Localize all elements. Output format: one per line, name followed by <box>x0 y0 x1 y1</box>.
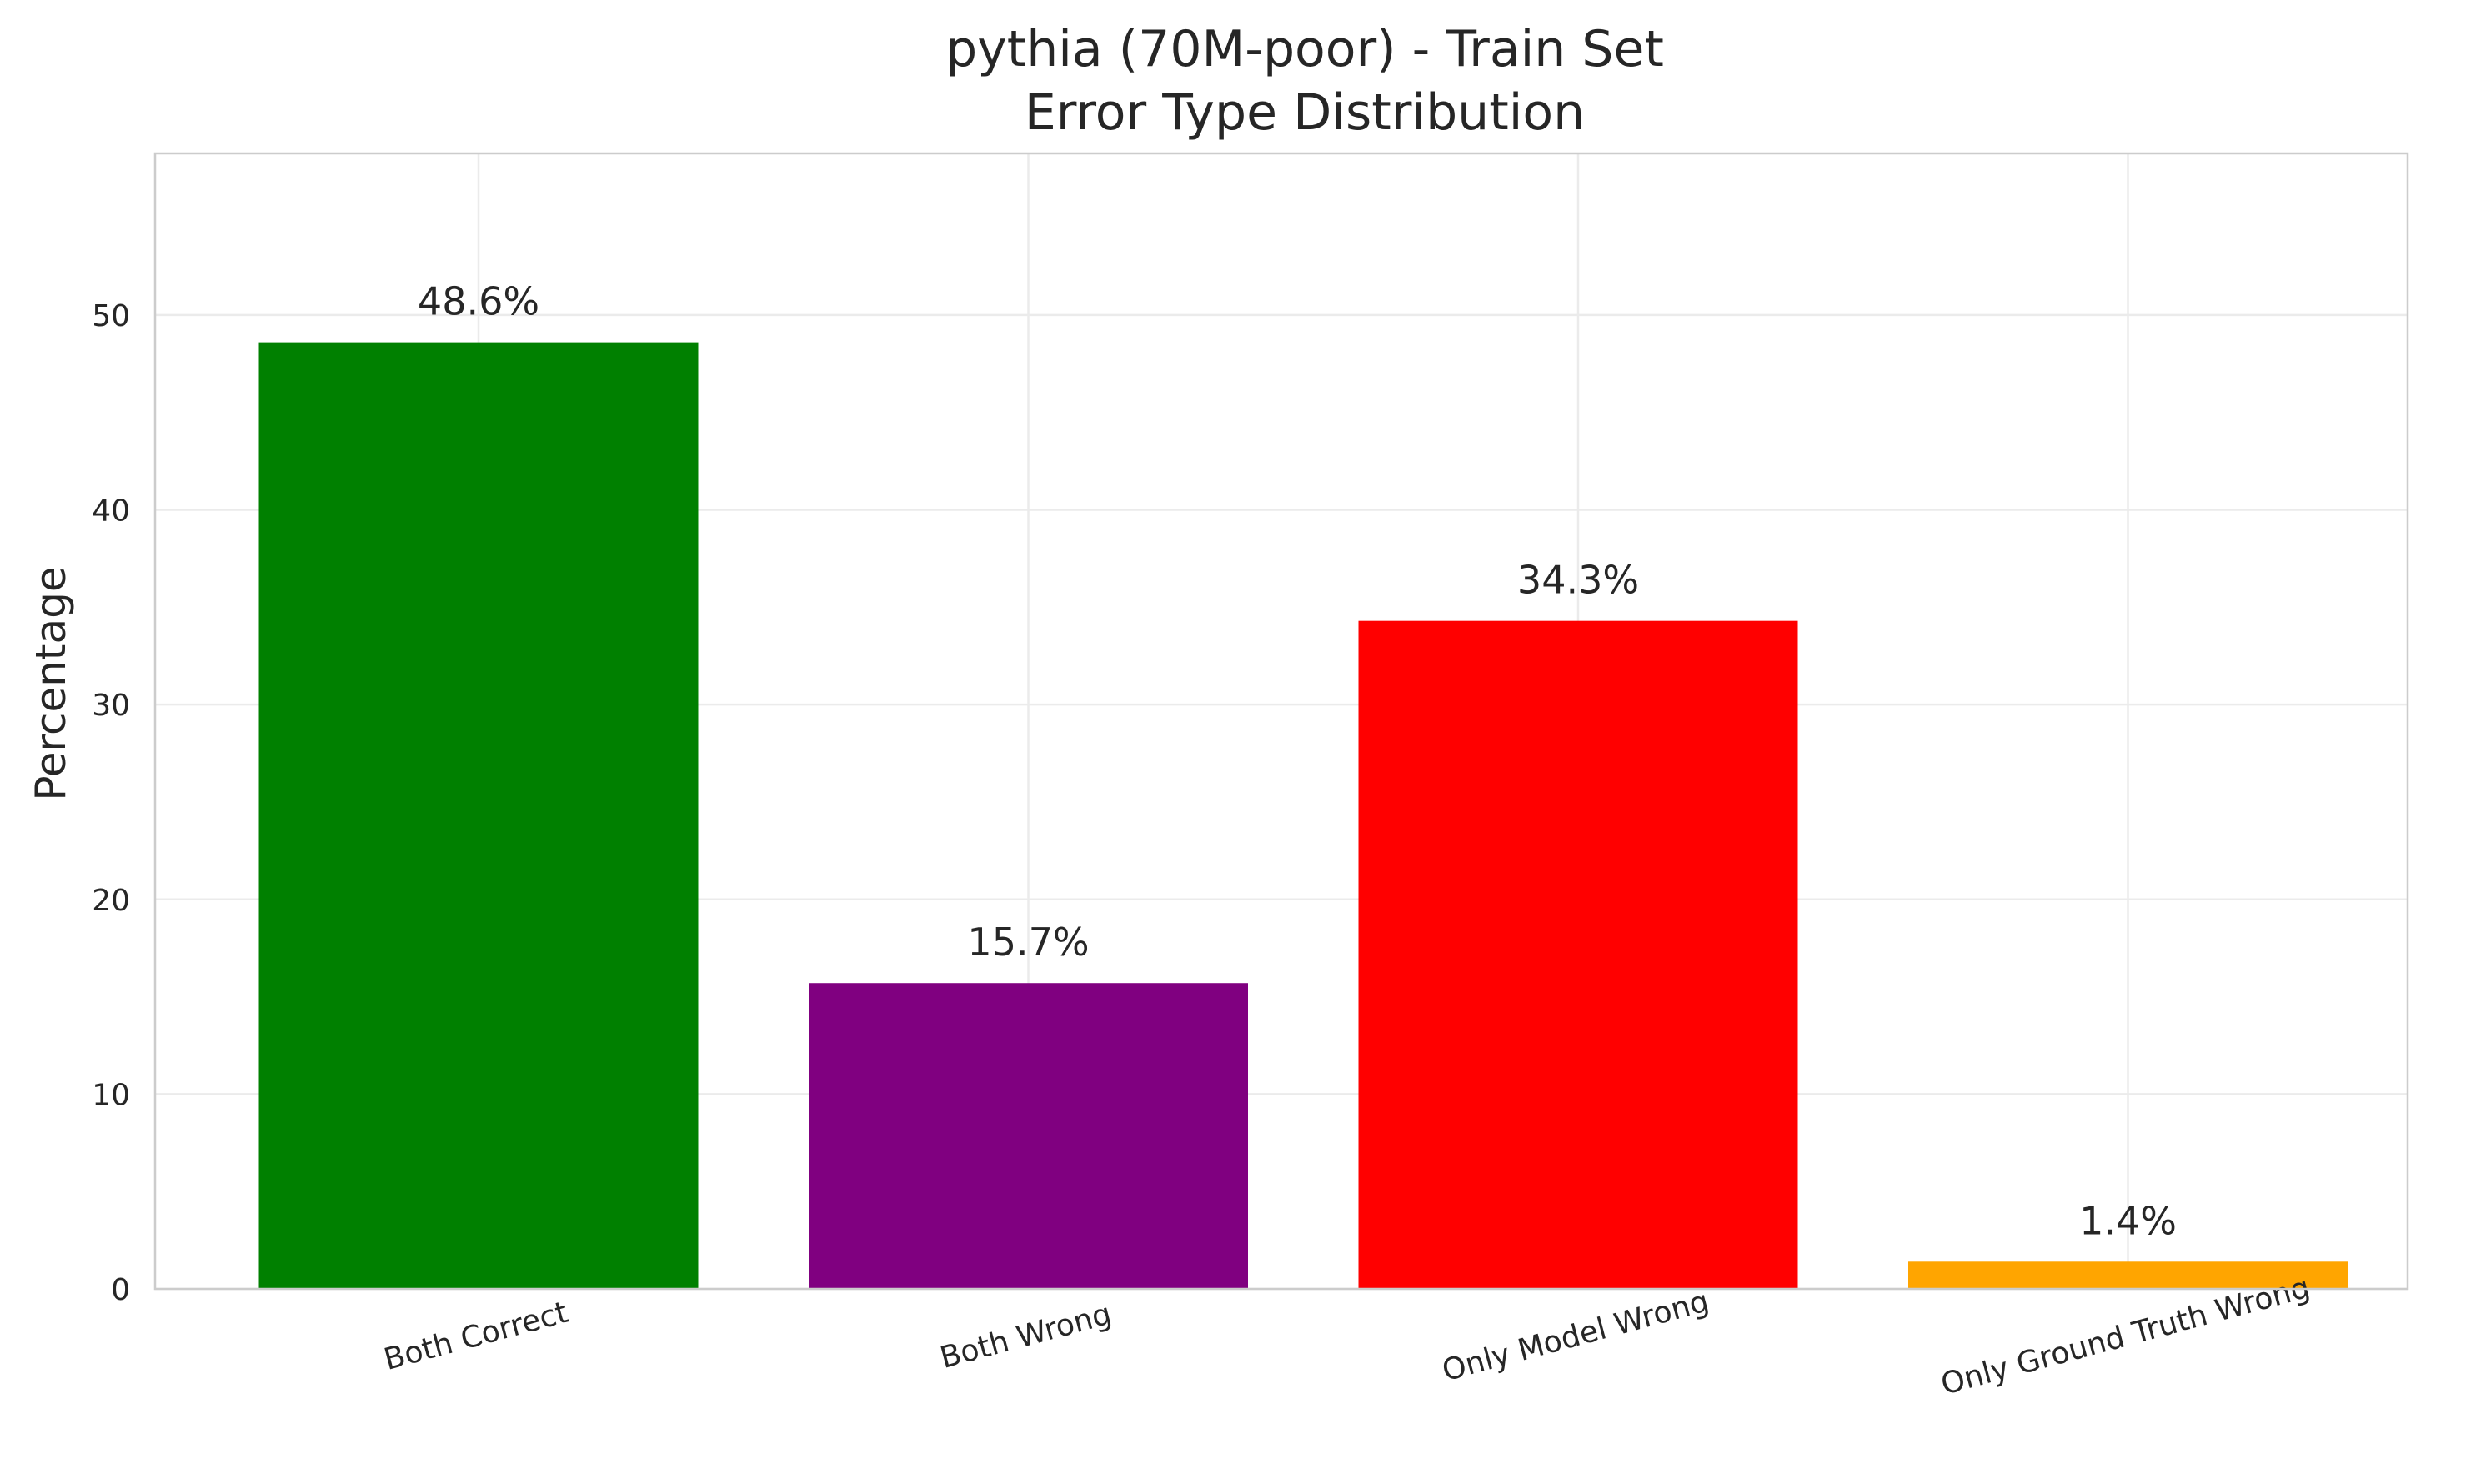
data-label: 48.6% <box>418 279 539 324</box>
bar <box>258 342 699 1290</box>
bar <box>1908 1261 2348 1289</box>
y-axis-label: Percentage <box>27 566 75 800</box>
y-tick-label: 0 <box>111 1273 130 1307</box>
x-tick-label: Both Wrong <box>936 1297 1115 1376</box>
x-tick-label: Only Ground Truth Wrong <box>1937 1271 2313 1402</box>
y-tick-label: 40 <box>92 494 130 529</box>
bar <box>809 983 1248 1289</box>
y-ticks: 0 10 20 30 40 50 <box>92 299 130 1307</box>
chart-subtitle: Error Type Distribution <box>1025 83 1585 142</box>
data-label: 15.7% <box>967 920 1089 965</box>
bar <box>1358 620 1798 1289</box>
plot-frame <box>153 152 2409 1291</box>
x-tick-label: Only Model Wrong <box>1439 1284 1713 1388</box>
x-ticks: Both Correct Both Wrong Only Model Wrong On… <box>380 1271 2313 1402</box>
x-tick-label: Both Correct <box>380 1296 571 1377</box>
data-label: 1.4% <box>2079 1198 2177 1243</box>
y-tick-label: 10 <box>92 1078 130 1112</box>
data-labels: 48.6% 15.7% 34.3% 1.4% <box>418 279 2177 1244</box>
data-label: 34.3% <box>1517 558 1639 603</box>
y-tick-label: 20 <box>92 884 130 918</box>
bars <box>258 342 2348 1290</box>
chart-title: pythia (70M-poor) - Train Set <box>945 20 1664 78</box>
y-tick-label: 30 <box>92 689 130 723</box>
y-tick-label: 50 <box>92 299 130 333</box>
